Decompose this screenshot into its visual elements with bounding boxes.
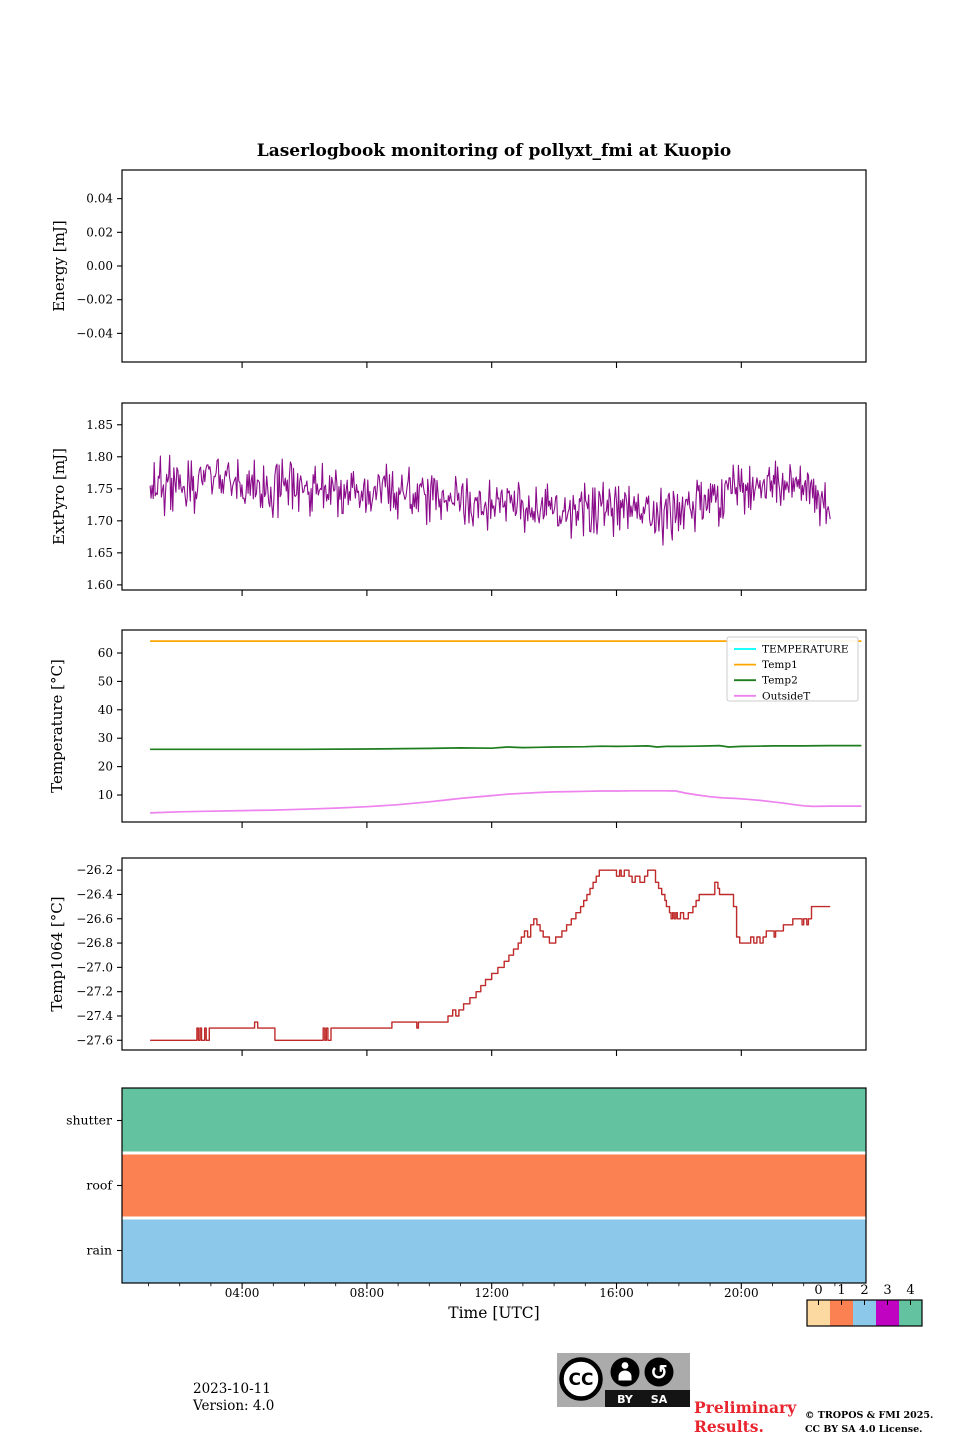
svg-text:16:00: 16:00 bbox=[599, 1286, 634, 1300]
extpyro-ylabel: ExtPyro [mJ] bbox=[50, 448, 68, 545]
svg-text:50: 50 bbox=[98, 674, 113, 688]
svg-text:−26.8: −26.8 bbox=[76, 936, 113, 950]
svg-text:40: 40 bbox=[98, 703, 113, 717]
temperature-ylabel: Temperature [°C] bbox=[48, 659, 66, 793]
colorbar-segment-3 bbox=[876, 1300, 899, 1326]
colorbar-segment-1 bbox=[830, 1300, 853, 1326]
cc-license-badge: CC ↺ BY SA bbox=[557, 1353, 690, 1407]
svg-text:12:00: 12:00 bbox=[474, 1286, 509, 1300]
svg-text:30: 30 bbox=[98, 731, 113, 745]
svg-text:−27.6: −27.6 bbox=[76, 1033, 113, 1047]
svg-text:−26.4: −26.4 bbox=[76, 887, 113, 901]
svg-text:−27.2: −27.2 bbox=[76, 985, 113, 999]
svg-text:↺: ↺ bbox=[650, 1361, 668, 1385]
svg-text:0.02: 0.02 bbox=[86, 225, 113, 239]
svg-text:−0.04: −0.04 bbox=[76, 326, 113, 340]
svg-text:1.80: 1.80 bbox=[86, 450, 113, 464]
temp1064-ylabel: Temp1064 [°C] bbox=[48, 896, 66, 1011]
energy-ylabel: Energy [mJ] bbox=[50, 220, 68, 311]
svg-text:−0.02: −0.02 bbox=[76, 293, 113, 307]
status-label-rain: rain bbox=[87, 1243, 112, 1258]
svg-text:08:00: 08:00 bbox=[350, 1286, 385, 1300]
colorbar-segment-4 bbox=[899, 1300, 922, 1326]
temperature-chart: TEMPERATURE Temp1 Temp2 OutsideT 60 50 40 30 20 1… bbox=[48, 629, 867, 828]
svg-text:1.60: 1.60 bbox=[86, 578, 113, 592]
copyright-line2: CC BY SA 4.0 License. bbox=[805, 1424, 923, 1436]
svg-text:1.70: 1.70 bbox=[86, 514, 113, 528]
preliminary-results-note: Preliminary Results. bbox=[694, 1398, 797, 1436]
colorbar-segment-0 bbox=[807, 1300, 830, 1326]
legend-label: Temp2 bbox=[762, 675, 798, 687]
svg-text:04:00: 04:00 bbox=[225, 1286, 260, 1300]
figure-title: Laserlogbook monitoring of pollyxt_fmi a… bbox=[256, 141, 732, 161]
temperature-legend: TEMPERATURE Temp1 Temp2 OutsideT bbox=[726, 636, 859, 702]
sa-arrow-icon: ↺ bbox=[644, 1357, 674, 1387]
svg-text:0.04: 0.04 bbox=[86, 192, 113, 206]
date-text: 2023-10-11 bbox=[193, 1381, 271, 1397]
svg-text:CC: CC bbox=[569, 1370, 594, 1390]
version-text: Version: 4.0 bbox=[193, 1397, 275, 1414]
colorbar-tick-label: 3 bbox=[883, 1283, 891, 1298]
series-temp1064 bbox=[150, 869, 831, 1041]
colorbar-tick-label: 2 bbox=[860, 1283, 868, 1298]
svg-text:0.00: 0.00 bbox=[86, 259, 113, 273]
svg-text:−27.4: −27.4 bbox=[76, 1009, 113, 1023]
preliminary-line1: Preliminary bbox=[694, 1398, 797, 1417]
sa-label: SA bbox=[651, 1393, 668, 1406]
svg-text:−27.0: −27.0 bbox=[76, 960, 113, 974]
extpyro-chart: 1.85 1.80 1.75 1.70 1.65 1.60 ExtPyro [mJ] bbox=[50, 402, 867, 596]
svg-text:10: 10 bbox=[98, 788, 113, 802]
preliminary-line2: Results. bbox=[694, 1416, 764, 1436]
legend-label: TEMPERATURE bbox=[762, 644, 849, 656]
cc-badge-graphic: CC ↺ BY SA bbox=[557, 1353, 690, 1407]
cc-icon: CC bbox=[559, 1357, 603, 1401]
status-row-shutter bbox=[122, 1088, 866, 1153]
status-row-roof bbox=[122, 1153, 866, 1218]
by-label: BY bbox=[617, 1393, 634, 1406]
status-row-rain bbox=[122, 1218, 866, 1283]
copyright-note: © TROPOS & FMI 2025. CC BY SA 4.0 Licens… bbox=[805, 1409, 933, 1438]
svg-text:−26.6: −26.6 bbox=[76, 912, 113, 926]
svg-text:−26.2: −26.2 bbox=[76, 863, 113, 877]
legend-label: OutsideT bbox=[762, 690, 810, 702]
svg-text:1.85: 1.85 bbox=[86, 418, 113, 432]
svg-text:1.65: 1.65 bbox=[86, 546, 113, 560]
series-extpyro bbox=[149, 454, 831, 546]
colorbar-tick-label: 4 bbox=[906, 1283, 914, 1298]
energy-chart: 0.04 0.02 0.00 −0.02 −0.04 Energy [mJ] bbox=[50, 169, 867, 368]
svg-text:20:00: 20:00 bbox=[724, 1286, 759, 1300]
series-outsidet bbox=[150, 789, 862, 814]
legend-label: Temp1 bbox=[762, 659, 798, 671]
colorbar-tick-label: 1 bbox=[837, 1283, 845, 1298]
temp1064-chart: −26.2 −26.4 −26.6 −26.8 −27.0 −27.2 −27.4 −27.6… bbox=[48, 857, 867, 1056]
status-label-shutter: shutter bbox=[66, 1113, 112, 1128]
status-label-roof: roof bbox=[86, 1178, 113, 1193]
footer-date-block: 2023-10-11 Version: 4.0 bbox=[193, 1381, 274, 1415]
svg-text:20: 20 bbox=[98, 760, 113, 774]
colorbar-segment-2 bbox=[853, 1300, 876, 1326]
colorbar-tick-label: 0 bbox=[814, 1283, 822, 1298]
series-temp2 bbox=[150, 744, 862, 751]
cc-badge-strip bbox=[605, 1390, 690, 1407]
svg-text:60: 60 bbox=[98, 646, 113, 660]
x-axis-label: Time [UTC] bbox=[448, 1304, 539, 1322]
status-chart: shutter roof rain 04:00 08:00 12:00 16:00 20:00… bbox=[66, 1087, 867, 1322]
svg-text:1.75: 1.75 bbox=[86, 482, 113, 496]
copyright-line1: © TROPOS & FMI 2025. bbox=[805, 1410, 934, 1421]
by-person-icon bbox=[610, 1357, 640, 1387]
